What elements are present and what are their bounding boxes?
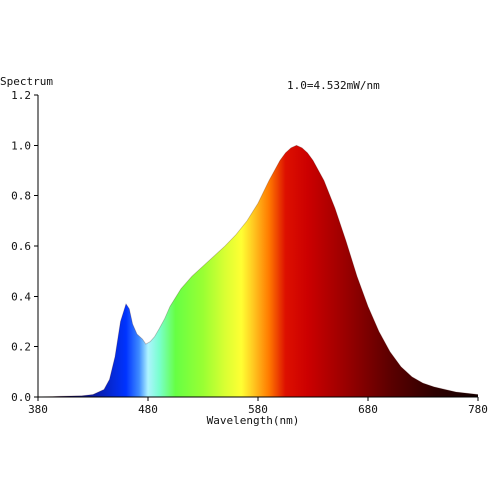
y-tick-label: 0.8 bbox=[11, 190, 31, 203]
scale-annotation: 1.0=4.532mW/nm bbox=[287, 79, 380, 92]
x-tick-label: 480 bbox=[138, 403, 158, 416]
spectrum-area bbox=[38, 145, 478, 397]
plot-area bbox=[37, 144, 479, 398]
x-tick-label: 780 bbox=[468, 403, 488, 416]
x-tick-label: 580 bbox=[248, 403, 268, 416]
y-tick-label: 1.0 bbox=[11, 139, 31, 152]
x-tick-label: 680 bbox=[358, 403, 378, 416]
y-tick-label: 1.2 bbox=[11, 89, 31, 102]
y-ticks: 0.0 0.2 0.4 0.6 0.8 1.0 1.2 bbox=[11, 89, 38, 404]
y-tick-label: 0.6 bbox=[11, 240, 31, 253]
x-tick-label: 380 bbox=[28, 403, 48, 416]
y-tick-label: 0.4 bbox=[11, 290, 31, 303]
spectrum-line bbox=[37, 144, 479, 398]
y-tick-label: 0.2 bbox=[11, 341, 31, 354]
y-tick-label: 0.0 bbox=[11, 391, 31, 404]
x-axis-label: Wavelength(nm) bbox=[207, 414, 300, 427]
x-ticks: 380 480 580 680 780 bbox=[28, 397, 488, 416]
y-axis-label: Spectrum bbox=[0, 75, 53, 88]
